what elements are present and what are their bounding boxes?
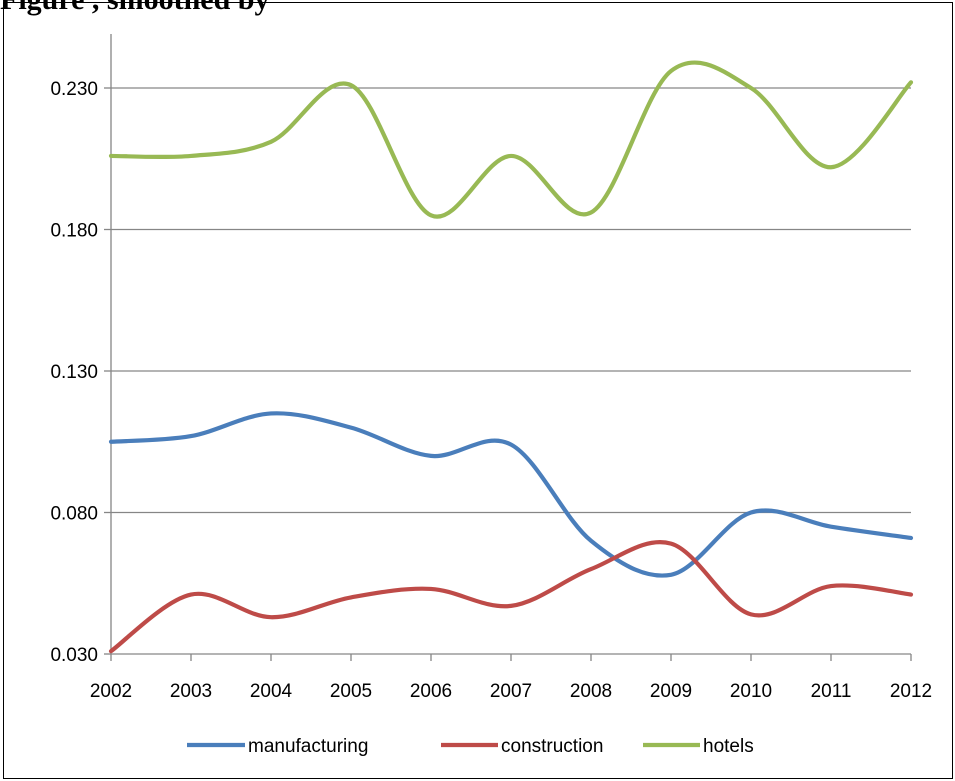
x-tick-label: 2005 — [330, 681, 372, 702]
y-tick-label: 0.230 — [50, 79, 98, 100]
chart-title-fragment: Figure , smoothed by — [0, 0, 955, 18]
x-tick-label: 2004 — [250, 681, 293, 702]
legend-label-manufacturing: manufacturing — [248, 736, 368, 757]
y-tick-label: 0.180 — [50, 221, 98, 242]
x-tick-label: 2010 — [730, 681, 772, 702]
x-tick-label: 2003 — [170, 681, 212, 702]
axes — [110, 34, 911, 655]
x-tick-label: 2006 — [410, 681, 452, 702]
y-tick-label: 0.130 — [50, 362, 98, 383]
chart-frame — [3, 2, 953, 779]
x-tick-label: 2012 — [890, 681, 932, 702]
x-tick-label: 2002 — [90, 681, 132, 702]
x-tick-label: 2008 — [570, 681, 612, 702]
series-lines — [108, 60, 914, 654]
series-line-hotels — [108, 60, 914, 219]
x-axis-ticks: 2002 2003 2004 2005 2006 2007 2008 2009 2010 2011… — [90, 654, 932, 702]
legend-label-hotels: hotels — [703, 736, 754, 757]
y-axis-ticks: 0.030 0.080 0.130 0.180 0.230 — [50, 79, 111, 666]
series-line-manufacturing — [108, 411, 914, 578]
y-tick-label: 0.080 — [50, 504, 98, 525]
x-tick-label: 2007 — [490, 681, 532, 702]
x-tick-label: 2011 — [811, 681, 852, 702]
series-line-construction — [108, 540, 914, 654]
legend-label-construction: construction — [501, 736, 603, 757]
y-tick-label: 0.030 — [50, 645, 98, 666]
x-tick-label: 2009 — [650, 681, 692, 702]
legend: manufacturing construction hotels — [187, 736, 754, 757]
